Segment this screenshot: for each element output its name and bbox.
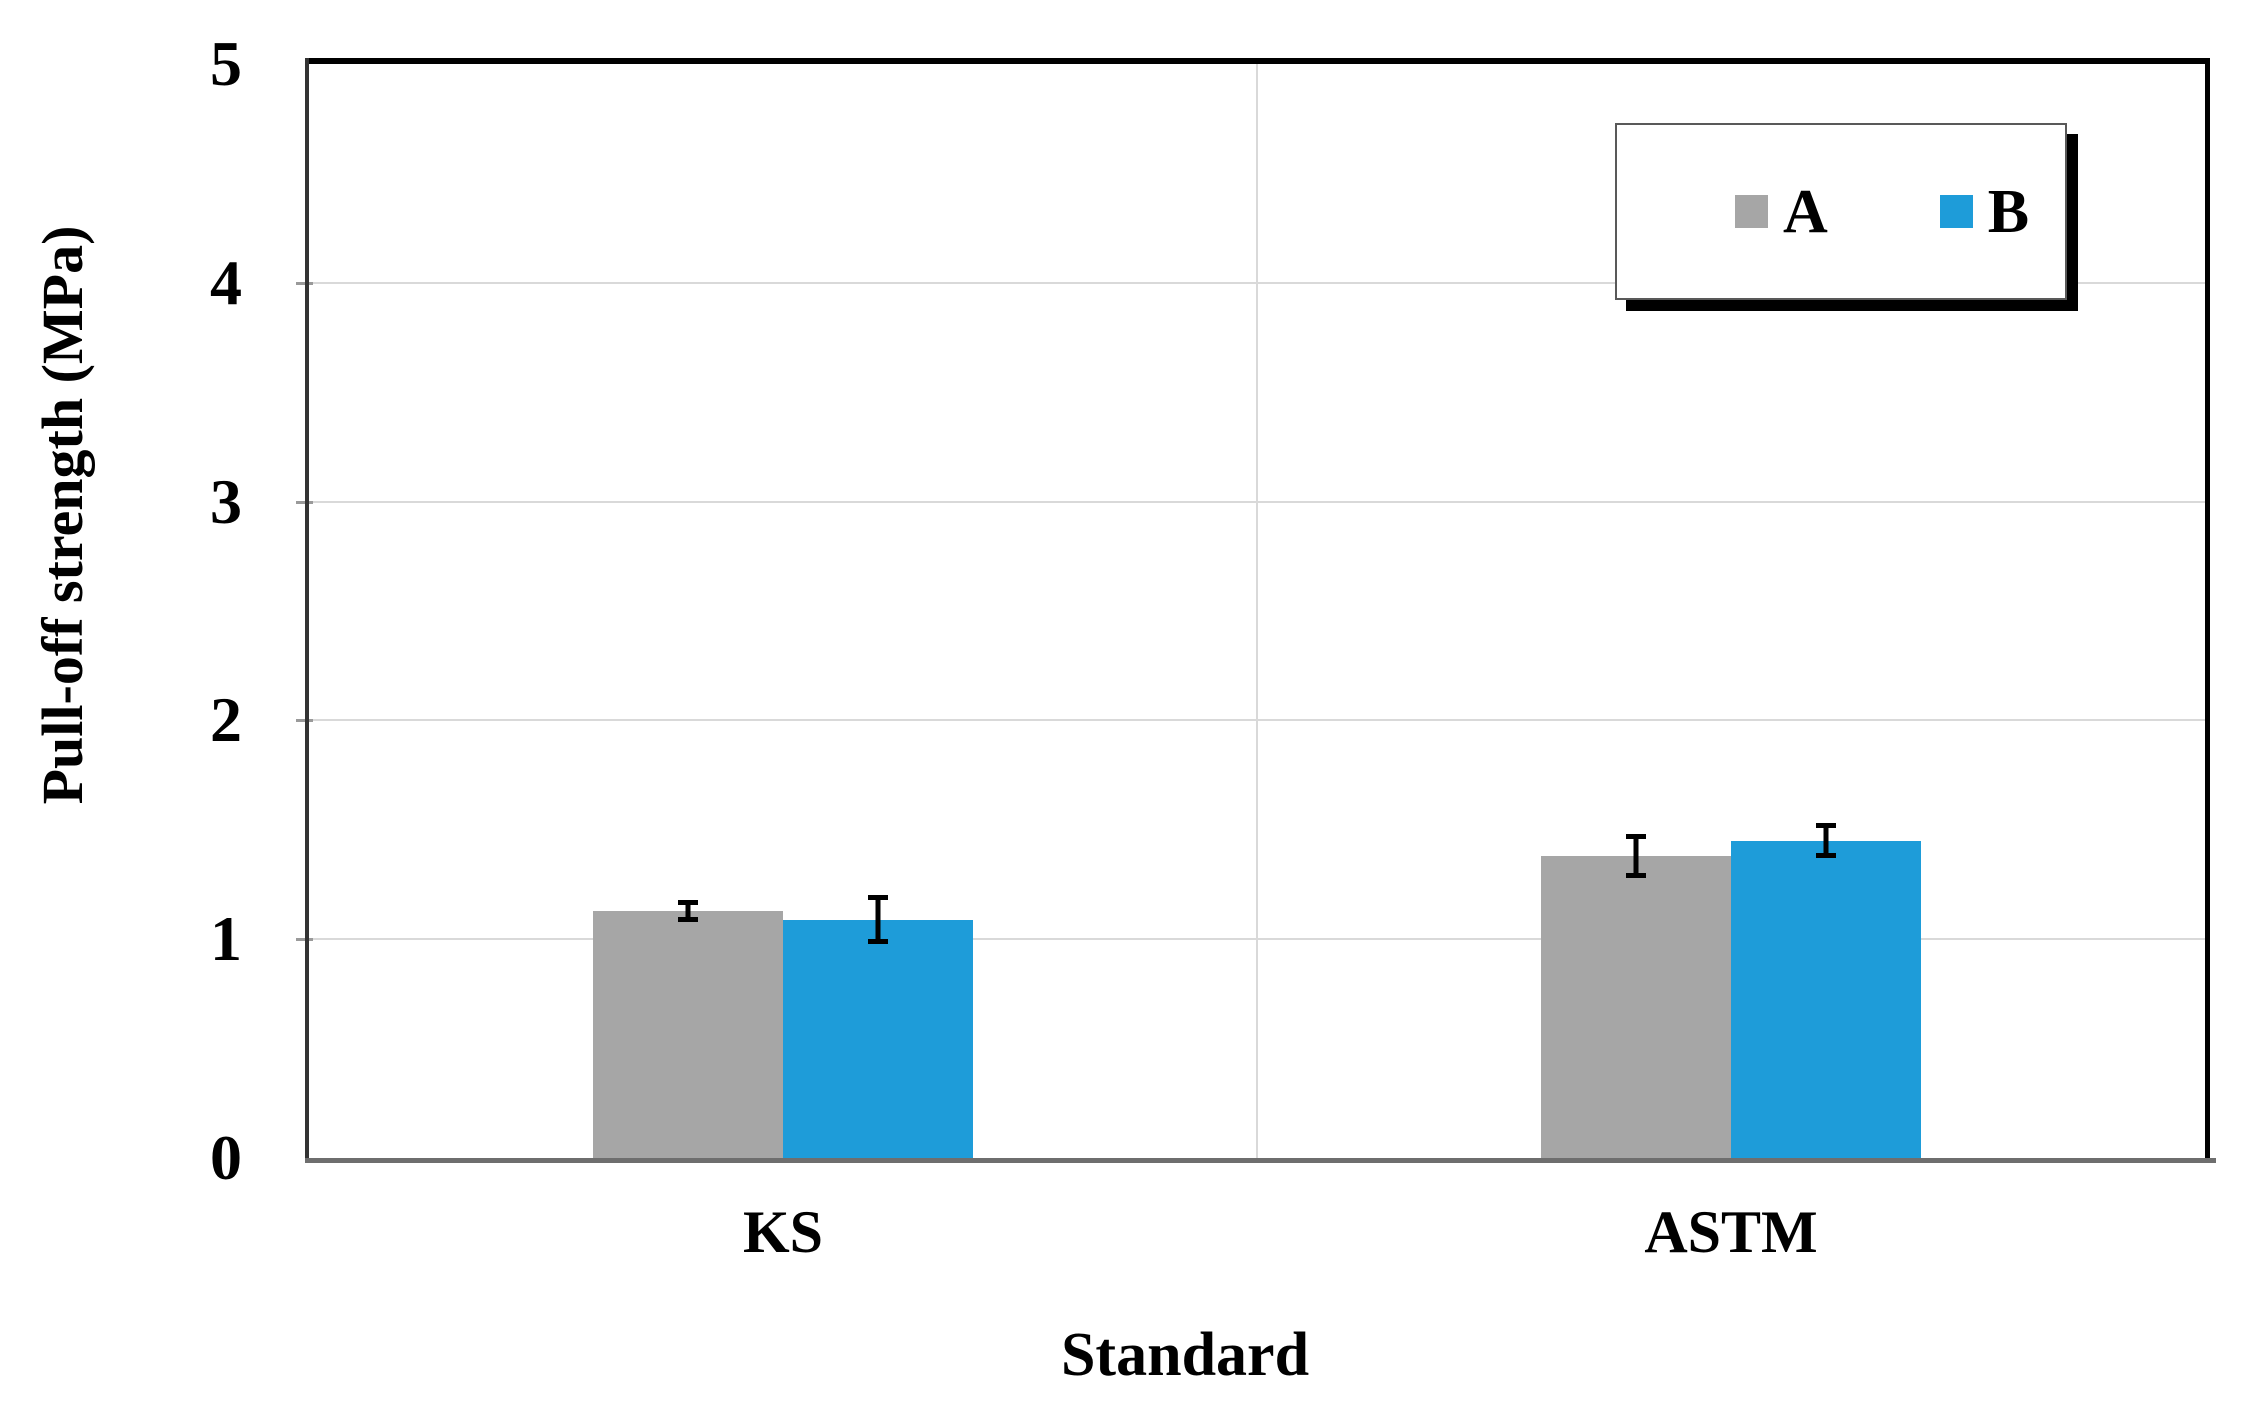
y-axis-tick-3 <box>296 500 313 504</box>
error-bar-cap-top <box>678 899 698 905</box>
error-bar-A-KS <box>678 899 698 922</box>
category-label-KS: KS <box>742 1199 824 1265</box>
bar-B-ASTM <box>1731 840 1921 1158</box>
y-tick-label-3: 3 <box>210 465 242 537</box>
bar-A-ASTM <box>1541 856 1731 1158</box>
error-bar-cap-top <box>868 895 888 901</box>
legend-label-A: A <box>1783 177 1828 246</box>
error-bar-B-ASTM <box>1816 823 1836 859</box>
y-tick-label-0: 0 <box>210 1122 242 1193</box>
bar-A-KS <box>593 910 783 1158</box>
error-bar-cap-top <box>1816 823 1836 829</box>
x-axis-line <box>305 1158 2216 1163</box>
legend-item-A: A <box>1735 181 1828 243</box>
category-label-ASTM: ASTM <box>1644 1199 1818 1265</box>
error-bar-cap-bottom <box>678 916 698 922</box>
plot-border-right <box>2205 58 2210 1163</box>
error-bar-line <box>1823 823 1829 859</box>
category-separator-gridline <box>1256 64 1258 1158</box>
y-tick-label-5: 5 <box>210 28 242 99</box>
y-axis-tick-2 <box>296 719 313 723</box>
bar-B-KS <box>783 919 973 1158</box>
x-axis-title: Standard <box>1060 1321 1310 1389</box>
error-bar-line <box>1633 834 1639 878</box>
y-tick-label-2: 2 <box>210 684 242 756</box>
y-tick-label-1: 1 <box>210 903 242 975</box>
legend-item-B: B <box>1939 177 2030 246</box>
error-bar-B-KS <box>868 895 888 944</box>
error-bar-cap-bottom <box>1816 853 1836 859</box>
error-bar-cap-bottom <box>868 938 888 944</box>
legend-swatch-B <box>1939 195 1973 228</box>
error-bar-A-ASTM <box>1626 834 1646 878</box>
legend-swatch-A <box>1735 195 1768 228</box>
y-axis-tick-4 <box>296 281 313 285</box>
legend-label-B: B <box>1987 177 2030 246</box>
error-bar-line <box>875 895 881 944</box>
error-bar-cap-bottom <box>1626 872 1646 878</box>
error-bar-cap-top <box>1626 834 1646 840</box>
error-bar-line <box>685 899 691 922</box>
y-tick-label-4: 4 <box>210 246 242 318</box>
y-axis-line <box>305 58 309 1158</box>
plot-border-top <box>305 58 2210 64</box>
y-axis-tick-1 <box>296 938 313 942</box>
